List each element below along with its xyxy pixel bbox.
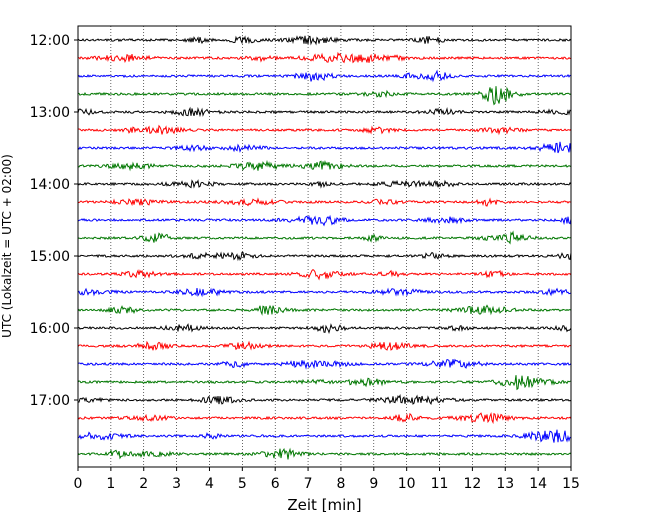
trace-line	[77, 124, 572, 136]
x-axis-label: Zeit [min]	[287, 496, 361, 514]
x-tick-label: 8	[336, 476, 345, 492]
trace-line	[77, 412, 572, 425]
trace-line	[77, 214, 572, 227]
trace-line	[77, 429, 572, 443]
trace-line	[77, 323, 572, 335]
trace-line	[77, 358, 572, 370]
y-tick-label: 15:00	[30, 249, 70, 265]
y-tick-label: 13:00	[30, 105, 70, 121]
trace-line	[77, 159, 572, 172]
trace-line	[77, 251, 572, 262]
y-axis-ticks: 12:00 13:00 14:00 15:00 16:00 17:00	[30, 33, 78, 409]
x-tick-label: 13	[496, 476, 514, 492]
y-tick-label: 17:00	[30, 393, 70, 409]
trace-line	[77, 86, 572, 106]
x-tick-label: 0	[74, 476, 83, 492]
trace-line	[77, 106, 572, 118]
x-axis-ticks: 0 1 2 3 4 5 6 7 8 9 10 11 12 13 14 15	[74, 467, 580, 492]
x-tick-label: 6	[271, 476, 280, 492]
trace-line	[77, 51, 572, 64]
x-tick-label: 1	[106, 476, 115, 492]
trace-line	[77, 340, 572, 351]
x-tick-label: 2	[139, 476, 148, 492]
y-tick-label: 16:00	[30, 321, 70, 337]
trace-line	[77, 69, 572, 83]
y-axis-label: UTC (Lokalzeit = UTC + 02:00)	[0, 154, 14, 338]
x-tick-label: 15	[562, 476, 580, 492]
x-tick-label: 5	[238, 476, 247, 492]
x-tick-label: 4	[205, 476, 214, 492]
trace-line	[77, 375, 572, 391]
trace-line	[77, 268, 572, 281]
seismic-traces	[77, 35, 572, 460]
trace-line	[77, 230, 572, 245]
trace-line	[77, 197, 572, 207]
plot-background	[78, 26, 571, 467]
x-tick-label: 7	[304, 476, 313, 492]
trace-line	[77, 304, 572, 316]
y-tick-label: 12:00	[30, 33, 70, 49]
x-tick-label: 9	[369, 476, 378, 492]
trace-line	[77, 287, 572, 298]
trace-line	[77, 141, 572, 154]
trace-line	[77, 447, 572, 460]
x-tick-label: 11	[431, 476, 449, 492]
x-tick-label: 3	[172, 476, 181, 492]
trace-line	[77, 393, 572, 405]
x-tick-label: 10	[398, 476, 416, 492]
trace-line	[77, 35, 572, 46]
x-tick-label: 12	[463, 476, 481, 492]
y-tick-label: 14:00	[30, 177, 70, 193]
plot-frame	[77, 25, 572, 468]
trace-line	[77, 179, 572, 189]
x-tick-label: 14	[529, 476, 547, 492]
